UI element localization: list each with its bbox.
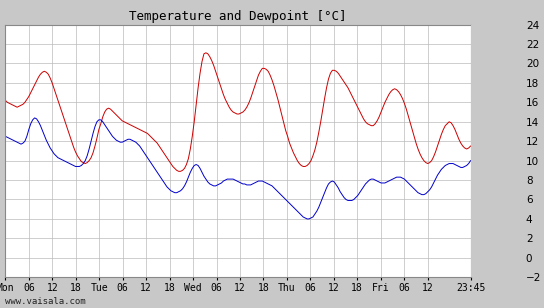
Title: Temperature and Dewpoint [°C]: Temperature and Dewpoint [°C]	[129, 10, 347, 23]
Text: www.vaisala.com: www.vaisala.com	[5, 298, 86, 306]
